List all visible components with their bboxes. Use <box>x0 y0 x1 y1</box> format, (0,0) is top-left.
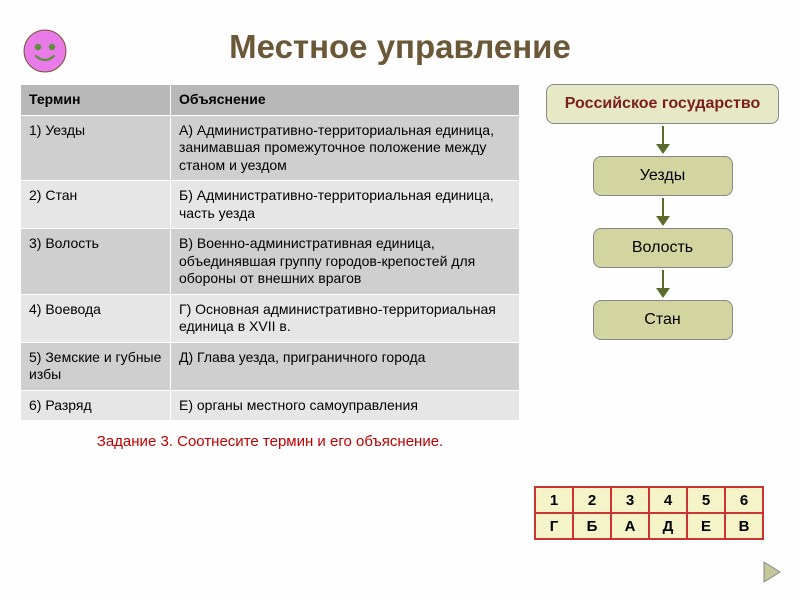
answers-table: 1 2 3 4 5 6 Г Б А Д Е В <box>534 486 764 540</box>
explain-cell: Б) Административно-территориальная едини… <box>171 181 520 229</box>
answers-letters-row: Г Б А Д Е В <box>535 513 763 539</box>
arrow-head-icon <box>656 216 670 226</box>
answer-letter: Г <box>535 513 573 539</box>
answer-num: 3 <box>611 487 649 513</box>
answer-key: 1 2 3 4 5 6 Г Б А Д Е В <box>534 486 764 540</box>
hierarchy-diagram: Российское государство Уезды Волость Ста… <box>520 84 780 450</box>
arrow-head-icon <box>656 288 670 298</box>
explain-cell: А) Административно-территориальная едини… <box>171 115 520 181</box>
answer-num: 2 <box>573 487 611 513</box>
answer-num: 4 <box>649 487 687 513</box>
task-caption: Задание 3. Соотнесите термин и его объяс… <box>20 433 520 450</box>
header-term: Термин <box>21 85 171 116</box>
term-cell: 3) Волость <box>21 229 171 295</box>
arrow-icon <box>662 270 664 288</box>
answer-num: 6 <box>725 487 763 513</box>
table-header-row: Термин Объяснение <box>21 85 520 116</box>
diagram-node: Волость <box>593 228 733 268</box>
answer-num: 1 <box>535 487 573 513</box>
smiley-icon <box>22 28 68 74</box>
diagram-node: Уезды <box>593 156 733 196</box>
answer-letter: А <box>611 513 649 539</box>
explain-cell: В) Военно-административная единица, объе… <box>171 229 520 295</box>
arrow-head-icon <box>656 144 670 154</box>
terms-table: Термин Объяснение 1) Уезды А) Администра… <box>20 84 520 421</box>
answer-letter: Б <box>573 513 611 539</box>
answers-numbers-row: 1 2 3 4 5 6 <box>535 487 763 513</box>
term-cell: 2) Стан <box>21 181 171 229</box>
term-cell: 1) Уезды <box>21 115 171 181</box>
answer-letter: В <box>725 513 763 539</box>
answer-letter: Е <box>687 513 725 539</box>
table-row: 4) Воевода Г) Основная административно-т… <box>21 294 520 342</box>
diagram-node: Стан <box>593 300 733 340</box>
diagram-node-top: Российское государство <box>546 84 780 124</box>
content-area: Термин Объяснение 1) Уезды А) Администра… <box>0 84 800 450</box>
term-cell: 4) Воевода <box>21 294 171 342</box>
arrow-icon <box>662 198 664 216</box>
arrow-icon <box>662 126 664 144</box>
page-title: Местное управление <box>0 0 800 66</box>
term-cell: 6) Разряд <box>21 390 171 421</box>
header-explain: Объяснение <box>171 85 520 116</box>
explain-cell: Г) Основная административно-территориаль… <box>171 294 520 342</box>
terms-table-wrap: Термин Объяснение 1) Уезды А) Администра… <box>20 84 520 450</box>
table-row: 6) Разряд Е) органы местного самоуправле… <box>21 390 520 421</box>
answer-num: 5 <box>687 487 725 513</box>
table-row: 5) Земские и губные избы Д) Глава уезда,… <box>21 342 520 390</box>
explain-cell: Д) Глава уезда, приграничного города <box>171 342 520 390</box>
next-slide-button[interactable] <box>758 558 786 586</box>
explain-cell: Е) органы местного самоуправления <box>171 390 520 421</box>
answer-letter: Д <box>649 513 687 539</box>
table-row: 2) Стан Б) Административно-территориальн… <box>21 181 520 229</box>
table-row: 1) Уезды А) Административно-территориаль… <box>21 115 520 181</box>
table-row: 3) Волость В) Военно-административная ед… <box>21 229 520 295</box>
term-cell: 5) Земские и губные избы <box>21 342 171 390</box>
